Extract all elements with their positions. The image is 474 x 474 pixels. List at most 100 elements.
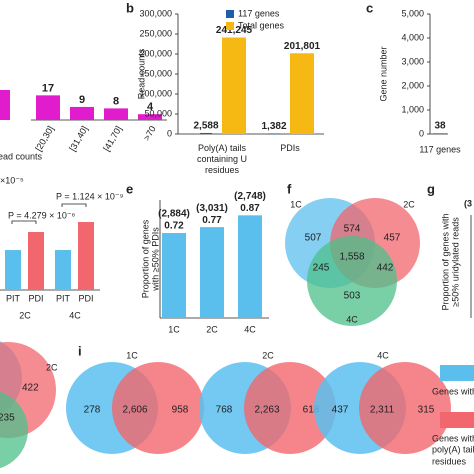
venn-circle	[307, 236, 397, 326]
set-label: 2C	[403, 199, 415, 209]
data-label: 1,382	[261, 121, 286, 132]
x-tick-label: [41,70]	[101, 124, 123, 153]
x-tick-label: PDI	[28, 293, 43, 303]
region-label: 437	[332, 405, 349, 416]
region-label: 507	[305, 233, 322, 244]
venn-circle	[0, 391, 28, 469]
x-tick-label: PDI	[78, 293, 93, 303]
x-tick-label: 4C	[244, 324, 256, 334]
y-tick-label: 0	[167, 128, 172, 138]
region-label: 503	[344, 291, 361, 302]
bar	[290, 53, 314, 134]
region-label: 2,606	[122, 405, 147, 416]
y-tick-label: 100,000	[139, 88, 172, 98]
panel-letter: b	[126, 0, 134, 15]
bar	[162, 233, 186, 318]
x-tick-label: >70	[141, 124, 157, 142]
panel-letter: e	[126, 181, 133, 196]
region-label: 2,263	[254, 405, 279, 416]
x-tick-label: 1C	[168, 324, 180, 334]
y-tick-label: 4,000	[401, 32, 424, 42]
y-tick-label: 50,000	[144, 108, 172, 118]
region-label: 422	[22, 383, 39, 394]
region-label: 618	[303, 405, 320, 416]
bar	[433, 133, 447, 134]
legend-label: 117 genes	[238, 8, 280, 18]
bar	[138, 114, 162, 120]
set-label: 2C	[46, 362, 58, 372]
y-tick-label: 2,000	[401, 80, 424, 90]
data-label: (3	[464, 198, 472, 208]
legend-label: Total genes	[238, 20, 285, 30]
panel-letter: g	[427, 181, 435, 196]
x-tick-label: PDIs	[280, 143, 300, 153]
venn-i: 1C 278 2,606 958 2C 768 2,263 618 4C 437…	[66, 350, 451, 454]
data-label: (2,748)	[234, 191, 266, 202]
legend-swatch	[440, 365, 474, 381]
data-label: 9	[79, 94, 85, 106]
venn-f: 1C 2C 4C 507 574 457 1,558 245 442 503	[285, 198, 420, 326]
x-tick-label: Poly(A) tails containing U residues	[196, 143, 248, 175]
legend-label: residues	[432, 456, 467, 466]
panel-letter: f	[287, 181, 292, 196]
y-tick-label: 300,000	[139, 8, 172, 18]
legend-swatch	[226, 22, 234, 30]
bar	[268, 133, 280, 135]
y-tick-label: 250,000	[139, 28, 172, 38]
bracket	[61, 203, 87, 207]
bracket	[11, 220, 37, 224]
x-tick-label: 2C	[206, 324, 218, 334]
set-label: 4C	[377, 350, 389, 360]
region-label: 1,558	[339, 252, 364, 263]
x-tick-label: PIT	[56, 293, 71, 303]
y-axis-label: Gene number	[378, 46, 388, 101]
annotation: P = 1.124 × 10⁻⁹	[56, 191, 124, 201]
y-axis-label: Proportion of genes	[140, 219, 150, 298]
x-tick-label: PIT	[6, 293, 21, 303]
region-label: 278	[84, 405, 101, 416]
bar	[200, 132, 212, 134]
y-axis-label: Read counts	[136, 48, 146, 99]
venn-circle	[359, 362, 451, 454]
venn-h: 2C 422 235	[0, 341, 58, 469]
bar	[5, 250, 21, 290]
region-label: 442	[377, 263, 394, 274]
annotation: ×10⁻⁵	[0, 175, 24, 185]
data-label: 8	[113, 95, 119, 107]
bar	[55, 250, 71, 290]
y-tick-label: 150,000	[139, 68, 172, 78]
y-tick-label: 200,000	[139, 48, 172, 58]
data-label: (2,884)	[158, 209, 190, 220]
bar	[36, 95, 60, 120]
x-tick-label: [31,40]	[67, 124, 89, 153]
annotation: P = 4.279 × 10⁻⁶	[8, 210, 76, 220]
bar	[200, 227, 224, 318]
y-tick-label: 5,000	[401, 8, 424, 18]
legend-label: poly(A) tail	[432, 444, 474, 454]
bar	[70, 106, 94, 120]
x-tick-label: [20,30]	[33, 124, 55, 153]
x-tick-label: 4C	[69, 310, 81, 320]
panel-letter: c	[366, 0, 373, 15]
y-axis-label: with ≥50% PDIs	[150, 227, 160, 292]
x-tick-label: 117 genes	[419, 144, 461, 154]
set-label: 1C	[126, 350, 138, 360]
region-label: 457	[384, 233, 401, 244]
region-label: 768	[216, 405, 233, 416]
data-label: 17	[42, 82, 54, 94]
data-label: 0.87	[240, 203, 260, 214]
set-label: 4C	[346, 314, 358, 324]
panel-letter: i	[78, 343, 82, 358]
region-label: 574	[344, 224, 361, 235]
region-label: 245	[313, 263, 330, 274]
data-label: 38	[434, 121, 446, 132]
region-label: 958	[172, 405, 189, 416]
y-tick-label: 3,000	[401, 56, 424, 66]
legend-label: Genes with	[432, 433, 474, 443]
x-axis-label: ead counts	[0, 151, 43, 161]
data-label: 2,588	[193, 121, 218, 132]
data-label: 201,801	[284, 41, 321, 52]
bar	[222, 37, 246, 134]
legend-swatch	[226, 10, 234, 18]
